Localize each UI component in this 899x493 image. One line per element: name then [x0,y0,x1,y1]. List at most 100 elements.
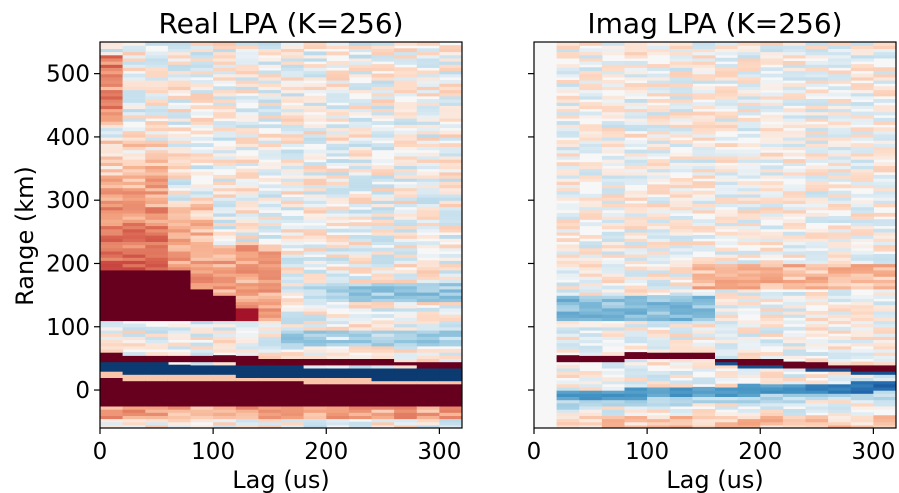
heatmap-cell [828,298,852,303]
heatmap-cell [100,197,124,201]
heatmap-cell [235,238,259,242]
heatmap-cell [145,162,169,166]
heatmap-cell [326,367,350,372]
heatmap-cell [669,165,693,170]
heatmap-cell [190,165,214,170]
heatmap-cell [326,95,350,100]
heatmap-cell [647,421,671,426]
heatmap-cell [692,124,716,129]
heatmap-cell [439,64,462,68]
heatmap-cell [873,260,896,265]
heatmap-cell [213,206,237,211]
heatmap-cell [782,273,807,277]
heatmap-cell [692,190,716,195]
heatmap-cell [416,184,440,189]
heatmap-cell [601,279,626,284]
heatmap-cell [167,133,192,138]
heatmap-cell [737,64,761,68]
heatmap-cell [715,301,739,306]
heatmap-cell [100,187,124,192]
heatmap-cell [190,136,214,141]
heatmap-cell [326,292,350,296]
heatmap-cell [737,355,761,359]
heatmap-cell [760,105,784,110]
heatmap-cell [715,418,739,423]
heatmap-cell [100,383,124,388]
heatmap-cell [258,212,282,217]
heatmap-cell [669,409,693,413]
heatmap-cell [669,342,693,347]
heatmap-cell [348,225,373,230]
heatmap-cell [556,402,580,407]
heatmap-cell [303,193,327,198]
heatmap-cell [737,203,761,208]
heatmap-cell [669,345,693,350]
heatmap-cell [873,241,896,246]
heatmap-cell [371,307,395,312]
heatmap-cell [167,336,192,340]
heatmap-cell [371,57,395,62]
heatmap-cell [828,269,852,274]
heatmap-cell [348,371,373,375]
heatmap-cell [100,219,124,223]
heatmap-cell [348,152,373,157]
heatmap-cell [624,257,648,261]
heatmap-cell [303,130,327,135]
heatmap-cell [579,241,603,246]
heatmap-cell [692,67,716,72]
heatmap-cell [715,348,739,353]
heatmap-cell [394,162,418,166]
heatmap-cell [579,206,603,211]
heatmap-cell [213,114,237,119]
heatmap-cell [439,244,462,249]
heatmap-cell [303,238,327,242]
heatmap-cell [371,345,395,350]
heatmap-cell [145,288,169,293]
heatmap-cell [850,130,874,135]
heatmap-cell [692,415,716,420]
heatmap-cell [760,216,784,220]
heatmap-cell [873,364,896,369]
heatmap-cell [805,314,829,318]
heatmap-cell [258,276,282,280]
heatmap-cell [122,336,146,340]
heatmap-cell [145,377,169,382]
heatmap-cell [439,364,462,369]
heatmap-cell [213,244,237,249]
heatmap-cell [669,307,693,312]
heatmap-cell [624,250,648,255]
heatmap-cell [394,70,418,75]
heatmap-cell [850,307,874,312]
heatmap-cell [303,320,327,325]
heatmap-cell [258,358,282,363]
heatmap-cell [556,285,580,290]
heatmap-cell [326,273,350,277]
heatmap-cell [371,260,395,265]
heatmap-cell [167,409,192,413]
heatmap-cell [828,216,852,220]
heatmap-cell [692,342,716,347]
heatmap-cell [579,76,603,81]
heatmap-cell [145,295,169,299]
heatmap-cell [737,181,761,185]
heatmap-cell [235,314,259,318]
heatmap-cell [624,228,648,233]
heatmap-cell [122,155,146,160]
heatmap-cell [394,73,418,78]
heatmap-cell [782,383,807,388]
heatmap-cell [601,231,626,236]
heatmap-cell [190,130,214,135]
heatmap-cell [416,285,440,290]
heatmap-cell [556,143,580,147]
heatmap-cell [760,127,784,132]
heatmap-cell [122,54,146,59]
heatmap-cell [737,83,761,87]
heatmap-cell [371,212,395,217]
heatmap-cell [556,301,580,306]
heatmap-cell [122,345,146,350]
heatmap-cell [873,231,896,236]
heatmap-cell [873,111,896,116]
heatmap-cell [145,307,169,312]
heatmap-cell [850,412,874,416]
heatmap-cell [737,364,761,369]
